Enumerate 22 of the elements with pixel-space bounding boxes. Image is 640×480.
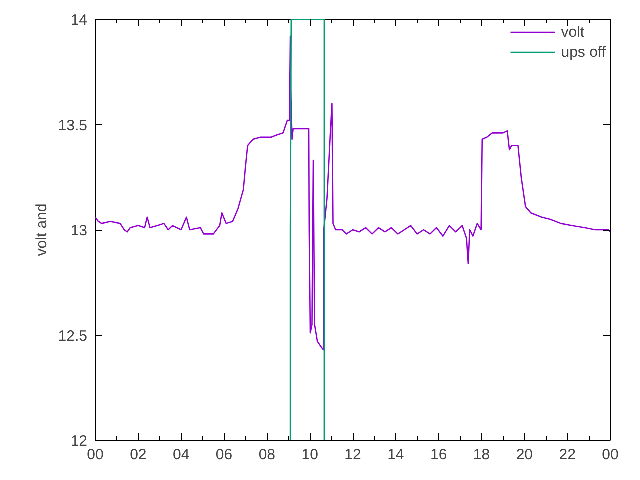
x-tick-label: 18	[473, 446, 490, 464]
y-tick-label: 14	[70, 12, 88, 29]
line-series	[96, 36, 610, 351]
y-tick-label: 13	[70, 222, 88, 240]
x-tick-label: 22	[559, 446, 576, 464]
y-tick-label: 12	[70, 433, 88, 450]
y-tick-label: 12.5	[58, 328, 88, 345]
y-tick-label: 13.5	[58, 117, 88, 134]
legend-label: ups off	[561, 43, 606, 61]
x-tick-label: 02	[130, 446, 147, 464]
y-axis-title: volt and	[33, 204, 50, 256]
x-tick-label: 04	[172, 446, 190, 464]
x-tick-label: 00	[602, 446, 619, 464]
x-tick-label: 08	[258, 446, 276, 464]
legend-label: volt	[561, 23, 585, 41]
x-tick-label: 20	[516, 446, 534, 464]
x-tick-label: 10	[302, 446, 318, 464]
x-tick-label: 14	[388, 446, 404, 464]
x-tick-label: 12	[344, 446, 362, 464]
x-tick-label: 06	[216, 446, 233, 464]
x-tick-label: 00	[87, 446, 104, 464]
x-tick-label: 16	[430, 446, 448, 464]
